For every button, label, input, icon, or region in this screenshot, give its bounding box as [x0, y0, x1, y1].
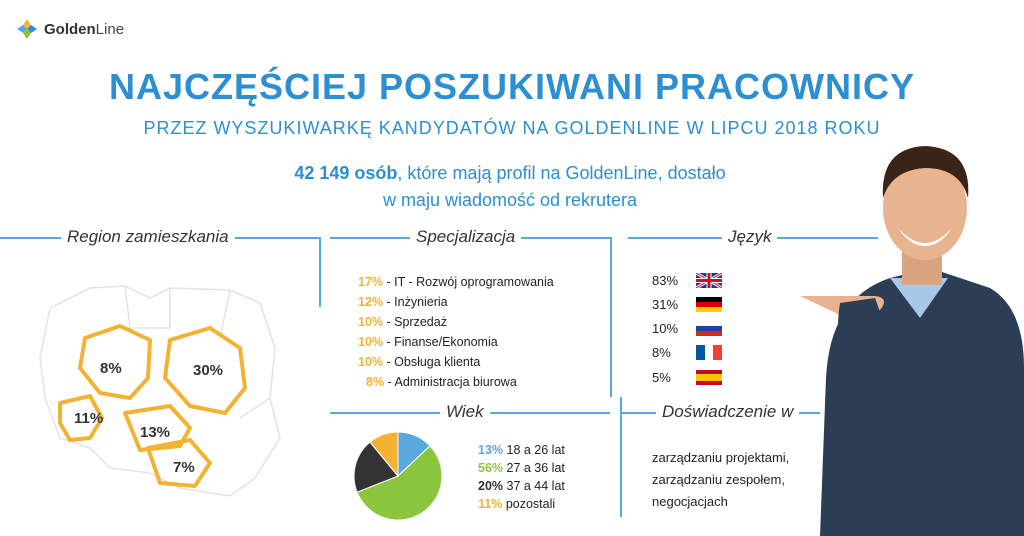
germany-flag-icon	[696, 297, 722, 312]
goldenline-logo-icon	[17, 19, 37, 39]
region-label-1: 8%	[100, 360, 122, 377]
page-title: NAJCZĘŚCIEJ POSZUKIWANI PRACOWNICY	[108, 66, 916, 107]
spec-row: 17% - IT - Rozwój oprogramowania	[358, 275, 554, 289]
age-title: Wiek	[440, 402, 490, 422]
poland-map	[39, 285, 281, 497]
spec-row: 10% - Sprzedaż	[358, 315, 447, 329]
logo-text: GoldenLine	[44, 20, 125, 38]
region-title: Region zamieszkania	[61, 227, 235, 247]
spec-title: Specjalizacja	[410, 227, 522, 247]
age-row: 13% 18 a 26 lat	[478, 443, 565, 457]
lead-count: 42 149 osób	[294, 163, 398, 183]
region-vline	[319, 237, 321, 307]
region-label-4: 13%	[140, 424, 171, 441]
person-illustration	[800, 146, 1024, 536]
region-outline-3	[58, 394, 104, 442]
exp-item: zarządzaniu projektami,	[652, 450, 790, 465]
region-outline-1	[78, 324, 152, 400]
lead-text: 42 149 osób, które mają profil na Golden…	[294, 163, 726, 210]
lang-row: 8%	[652, 345, 722, 360]
spec-vline	[610, 237, 612, 397]
lang-row: 83%	[652, 273, 722, 288]
region-outline-4	[123, 404, 192, 452]
region-outline-2	[163, 326, 247, 415]
age-pie-chart	[353, 431, 443, 521]
exp-item: negocjacjach	[652, 494, 728, 509]
lang-title: Język	[722, 227, 778, 247]
pie-slice-3	[369, 431, 399, 478]
lang-row: 31%	[652, 297, 722, 312]
russia-flag-icon	[696, 321, 722, 336]
pie-slice-1	[356, 445, 443, 521]
exp-vline	[620, 397, 622, 517]
region-outline-5	[146, 438, 212, 488]
spain-flag-icon	[696, 370, 722, 385]
france-flag-icon	[696, 345, 722, 360]
region-label-5: 7%	[173, 459, 195, 476]
spec-row: 12% - Inżynieria	[358, 295, 448, 309]
region-label-2: 30%	[193, 362, 224, 379]
lang-row: 10%	[652, 321, 722, 336]
exp-title: Doświadczenie w	[656, 402, 800, 422]
pie-slice-2	[353, 441, 399, 493]
uk-flag-icon	[696, 273, 722, 288]
goldenline-logo[interactable]: GoldenLine	[16, 18, 124, 40]
spec-row: 10% - Finanse/Ekonomia	[358, 335, 498, 349]
lang-row: 5%	[652, 370, 722, 385]
exp-item: zarządzaniu zespołem,	[652, 472, 785, 487]
age-row: 56% 27 a 36 lat	[478, 461, 565, 475]
spec-row: 10% - Obsługa klienta	[358, 355, 481, 369]
page-subtitle: PRZEZ WYSZUKIWARKĘ KANDYDATÓW NA GOLDENL…	[143, 118, 881, 138]
age-row: 20% 37 a 44 lat	[478, 479, 565, 493]
spec-row: 8% - Administracja biurowa	[366, 375, 517, 389]
region-label-3: 11%	[74, 410, 104, 427]
age-row: 11% pozostali	[478, 497, 556, 511]
